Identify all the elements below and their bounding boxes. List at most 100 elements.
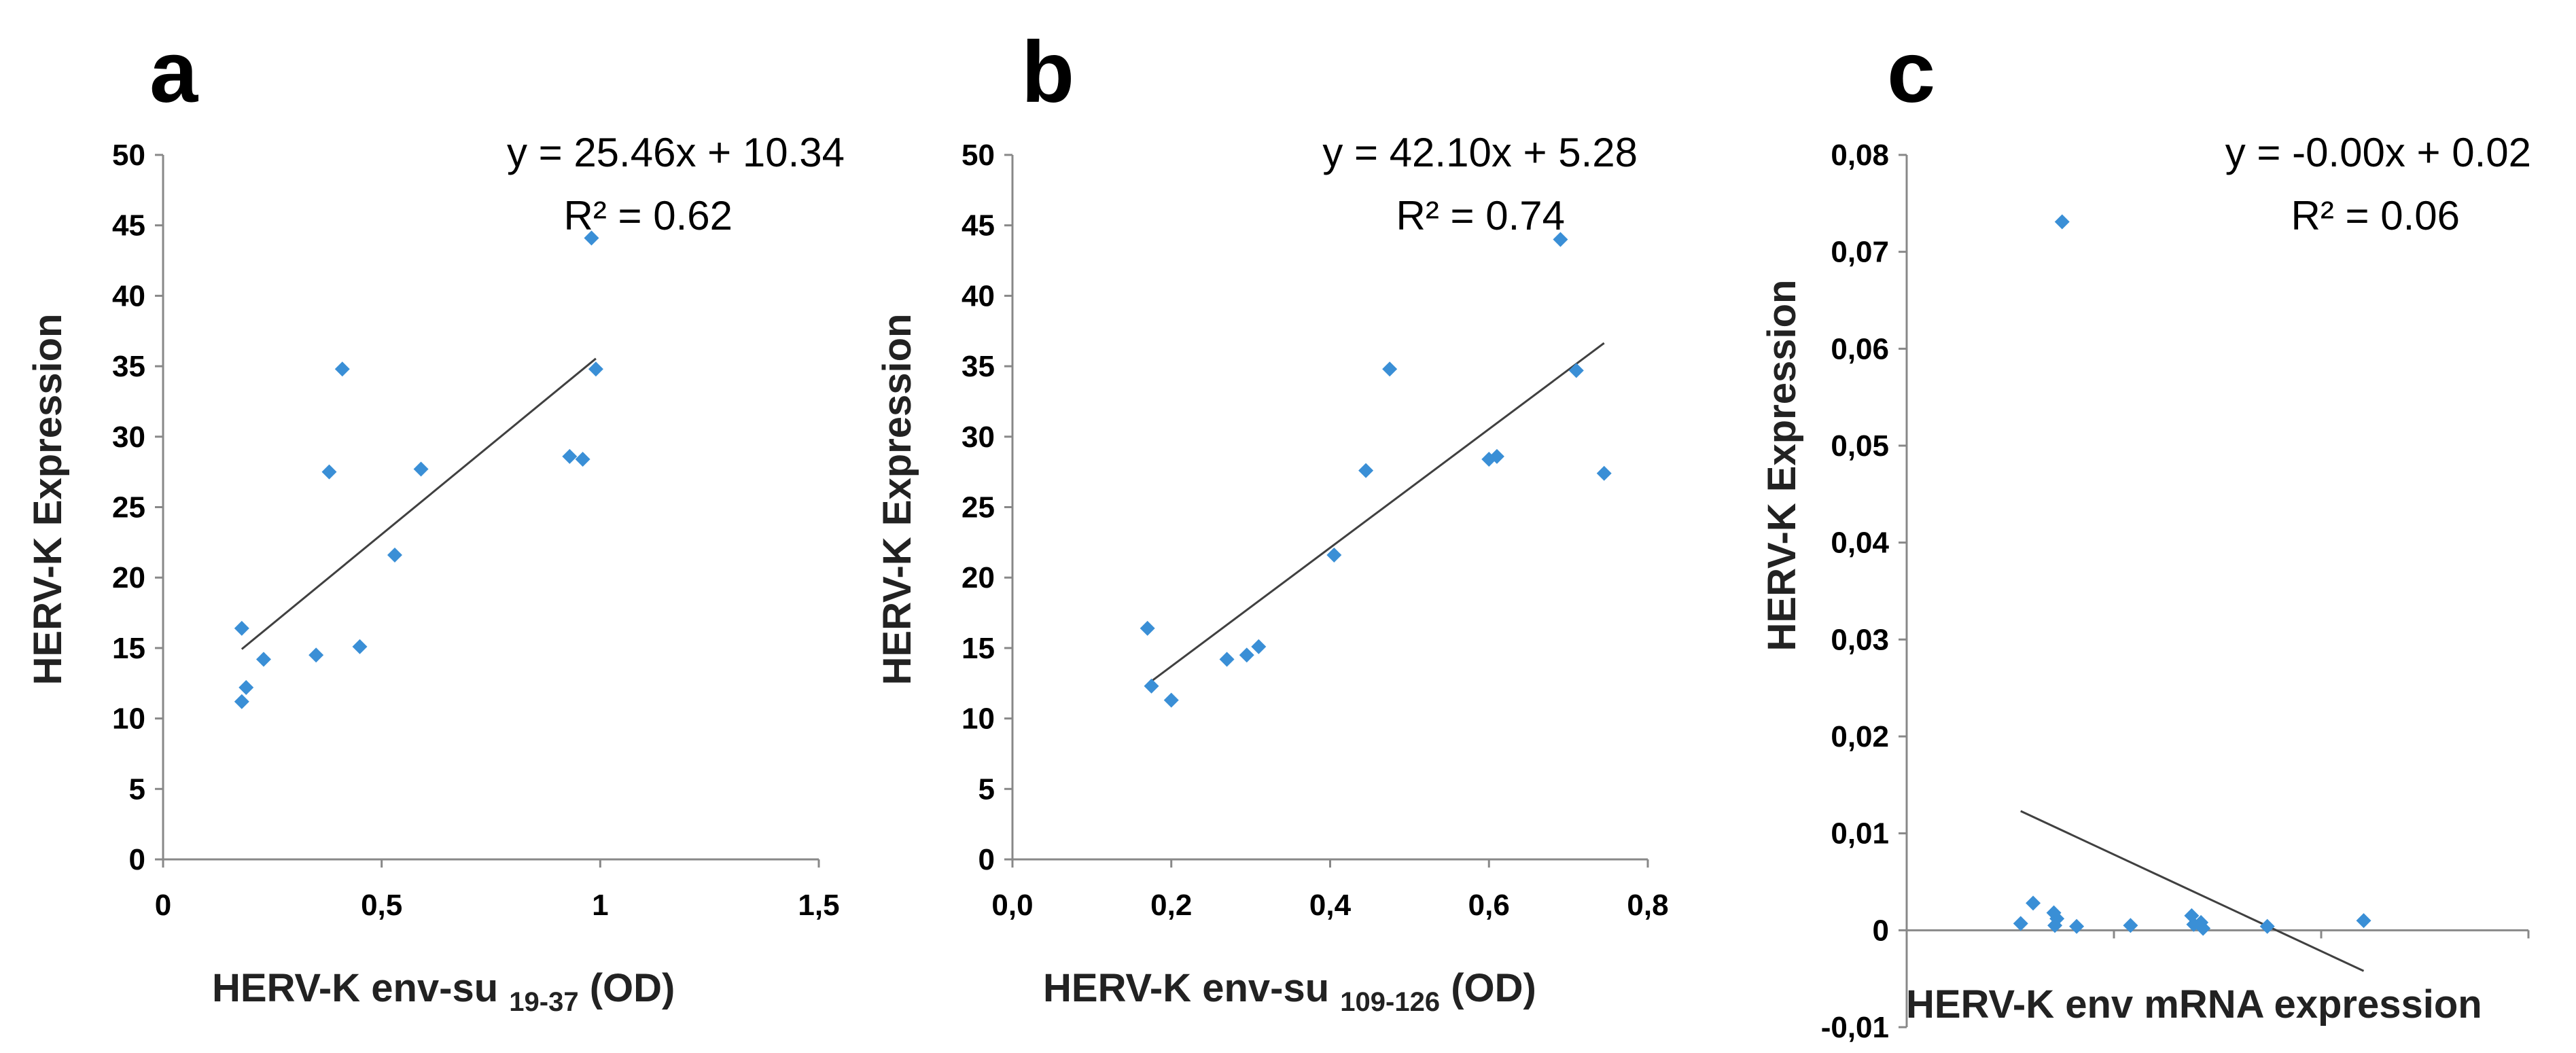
panel-c-data-point [2049, 911, 2065, 927]
panel-a-x-title-sub: 19-37 [509, 987, 578, 1017]
panel-c-r-squared: R² = 0.06 [2291, 193, 2460, 238]
panel-c-data-point [2026, 895, 2041, 911]
panel-c-equation: y = -0.00x + 0.02 [2225, 130, 2531, 175]
panel-a-y-tick-label: 10 [112, 702, 145, 736]
panel-b-data-point [1553, 232, 1568, 247]
panel-c-data-point [2069, 918, 2085, 934]
panel-a-axes [162, 155, 819, 861]
panel-b-x-axis-title: HERV-K env-su 109-126 (OD) [1043, 966, 1536, 1020]
panel-c-y-tick-label: 0,08 [1831, 139, 1889, 172]
panel-a-y-tick-label: 25 [112, 491, 145, 524]
panel-c-y-axis-title: HERV-K Expression [1760, 280, 1804, 652]
panel-b-y-tick-label: 40 [961, 279, 995, 313]
panel-a: a 0 5 10 15 20 25 30 35 40 45 50 0 0,5 1 1,5 y = 25.4… [26, 24, 845, 1020]
panel-c-y-tick-label: 0,03 [1831, 623, 1889, 656]
panel-a-trendline [241, 357, 597, 650]
panel-c-y-tick-label: -0,01 [1821, 1011, 1889, 1044]
panel-a-data-point [575, 451, 590, 467]
panel-c-x-axis-title: HERV-K env mRNA expression [1906, 982, 2482, 1027]
panel-b-y-tick-label: 30 [961, 421, 995, 454]
panel-a-y-axis-title: HERV-K Expression [26, 314, 70, 685]
panel-b-data-point [1596, 465, 1612, 481]
panel-c-y-tick-label: 0 [1873, 914, 1889, 947]
panel-a-y-tick-label: 50 [112, 139, 145, 172]
panel-b-y-tick-label: 50 [961, 139, 995, 172]
panel-c-data-point [2259, 918, 2275, 934]
panel-c-data-point [2123, 918, 2138, 933]
panel-c-data-point [2356, 913, 2371, 929]
panel-c-y-tick-label: 0,02 [1831, 720, 1889, 753]
panel-a-x-tick-label: 0 [155, 889, 171, 922]
panel-b-y-tick-label: 45 [961, 209, 995, 243]
panel-c-data-point [2054, 214, 2070, 230]
panel-a-r-squared: R² = 0.62 [564, 193, 733, 238]
panel-b-y-tick-label: 15 [961, 632, 995, 665]
panel-a-y-tick-label: 40 [112, 279, 145, 313]
panel-a-x-axis-title: HERV-K env-su 19-37 (OD) [212, 966, 675, 1020]
panel-a-data-point [413, 461, 429, 477]
panel-b-x-tick-label: 0,6 [1468, 889, 1510, 922]
panel-a-y-tick-label: 30 [112, 421, 145, 454]
panel-b-x-tick-label: 0,4 [1309, 889, 1352, 922]
panel-a-x-tick-label: 1,5 [798, 889, 839, 922]
panel-b-y-ticks: 0 5 10 15 20 25 30 35 40 45 50 [961, 139, 1012, 876]
panel-b: b 0 5 10 15 20 25 30 35 40 45 50 0,0 0,2 0,4 0,6 0,8 y… [875, 24, 1669, 1020]
panel-a-y-ticks: 0 5 10 15 20 25 30 35 40 45 50 [112, 139, 163, 876]
panel-b-y-tick-label: 35 [961, 350, 995, 383]
panel-b-trendline [1146, 342, 1605, 685]
panel-b-data-point [1326, 548, 1342, 563]
panel-b-data-point [1239, 647, 1254, 663]
panel-a-y-tick-label: 0 [129, 843, 145, 876]
panel-b-x-tick-label: 0,2 [1150, 889, 1192, 922]
panel-a-x-title-suffix: (OD) [590, 966, 675, 1010]
panel-a-data-point [387, 548, 402, 563]
panel-b-equation: y = 42.10x + 5.28 [1322, 130, 1638, 175]
panel-b-points [1140, 232, 1612, 708]
panel-b-x-tick-label: 0,0 [991, 889, 1033, 922]
panel-a-x-tick-label: 1 [592, 889, 608, 922]
panel-b-data-point [1489, 448, 1504, 464]
panel-b-data-point [1568, 363, 1584, 378]
panel-a-data-point [255, 652, 271, 667]
panel-b-y-tick-label: 10 [961, 702, 995, 736]
panel-a-data-point [584, 230, 599, 246]
panel-b-x-title-suffix: (OD) [1451, 966, 1536, 1010]
panel-a-y-tick-label: 45 [112, 209, 145, 243]
panel-a-data-point [588, 361, 603, 377]
panel-c-y-tick-label: 0,06 [1831, 332, 1889, 365]
panel-c-trendline [2020, 810, 2365, 972]
panel-b-data-point [1251, 639, 1267, 654]
panel-b-y-tick-label: 5 [978, 772, 995, 806]
panel-a-data-point [334, 361, 350, 377]
panel-letter-c: c [1887, 24, 1935, 121]
panel-b-data-point [1140, 620, 1155, 636]
panel-b-x-title-sub: 109-126 [1340, 987, 1440, 1017]
panel-c-y-tick-label: 0,07 [1831, 236, 1889, 269]
panel-b-x-ticks: 0,0 0,2 0,4 0,6 0,8 [991, 859, 1669, 922]
panel-b-data-point [1358, 463, 1374, 478]
panel-a-y-tick-label: 5 [129, 772, 145, 806]
panel-a-data-point [234, 620, 249, 636]
panel-b-axes [1011, 155, 1648, 861]
panel-b-y-tick-label: 0 [978, 843, 995, 876]
panel-c-y-tick-label: 0,05 [1831, 429, 1889, 463]
panel-c-y-tick-label: 0,04 [1831, 526, 1889, 560]
panel-b-data-point [1382, 361, 1398, 377]
panel-a-y-tick-label: 15 [112, 632, 145, 665]
panel-a-y-tick-label: 20 [112, 561, 145, 594]
panel-a-data-point [239, 679, 254, 695]
panel-b-data-point [1163, 692, 1179, 708]
panel-a-equation: y = 25.46x + 10.34 [507, 130, 845, 175]
panel-letter-b: b [1021, 24, 1074, 121]
panel-a-data-point [234, 694, 249, 709]
panel-a-y-tick-label: 35 [112, 350, 145, 383]
panel-b-y-axis-title: HERV-K Expression [875, 314, 919, 685]
panel-b-x-tick-label: 0,8 [1627, 889, 1668, 922]
panel-a-x-ticks: 0 0,5 1 1,5 [155, 859, 840, 922]
panel-a-data-point [321, 464, 337, 480]
panel-a-data-point [562, 448, 578, 464]
panel-a-data-point [352, 639, 368, 654]
panel-c-data-point [2195, 921, 2211, 936]
panel-a-points [234, 230, 603, 709]
